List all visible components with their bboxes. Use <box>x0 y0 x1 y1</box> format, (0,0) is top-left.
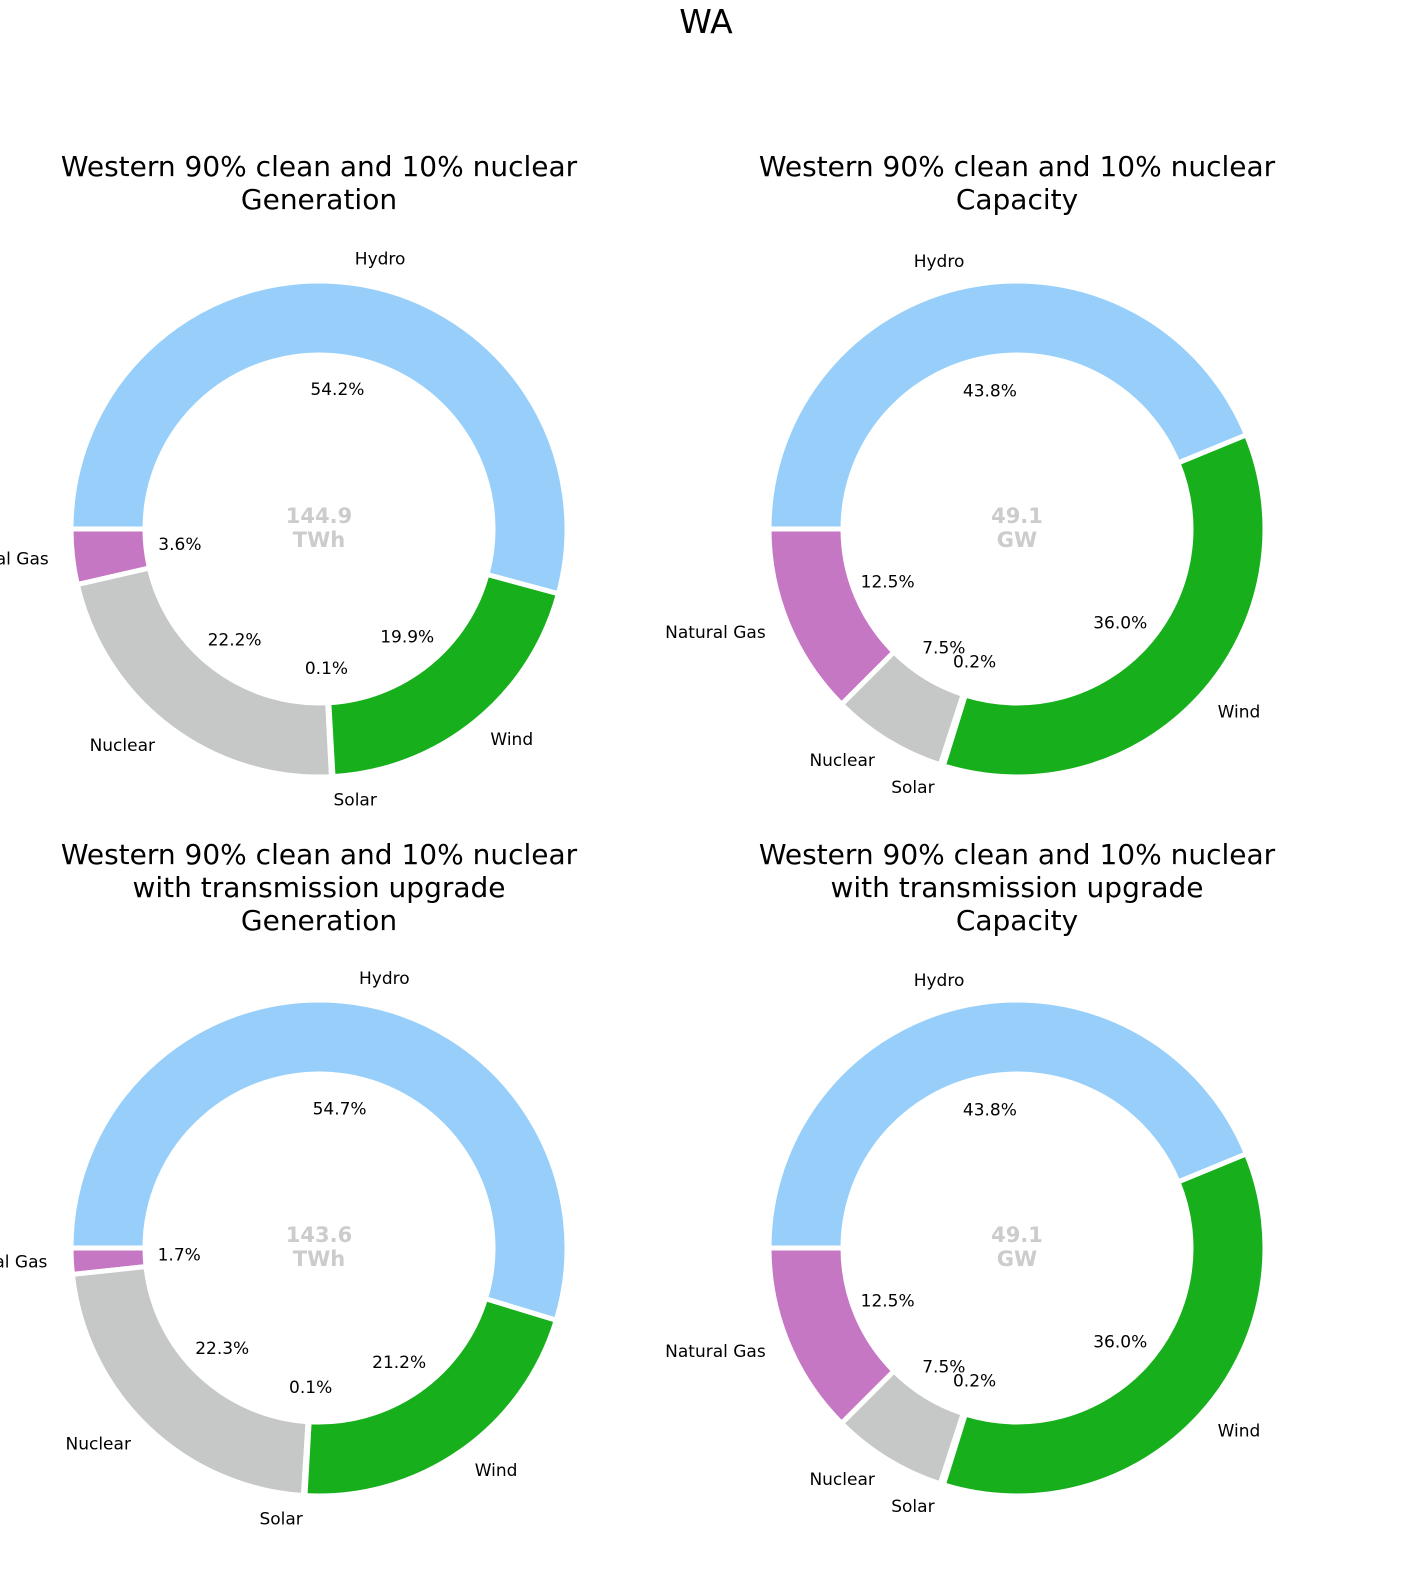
slice-label-solar: Solar <box>891 1497 934 1517</box>
chart-title-line: Western 90% clean and 10% nuclear <box>759 838 1276 871</box>
chart-title-line: Western 90% clean and 10% nuclear <box>759 150 1276 183</box>
slice-label-hydro: Hydro <box>359 969 410 989</box>
charts: Western 90% clean and 10% nuclearGenerat… <box>0 150 1276 1530</box>
slice-label-natural-gas: Natural Gas <box>665 1342 766 1362</box>
slice-label-wind: Wind <box>475 1461 518 1481</box>
slice-label-nuclear: Nuclear <box>90 736 155 756</box>
slice-pct-wind: 36.0% <box>1093 614 1147 634</box>
slice-pct-nuclear: 7.5% <box>922 638 965 658</box>
slice-label-natural-gas: Natural Gas <box>0 1253 48 1273</box>
slice-label-natural-gas: Natural Gas <box>665 623 766 643</box>
slice-pct-solar: 0.1% <box>305 659 348 679</box>
slice-pct-hydro: 43.8% <box>963 1101 1017 1121</box>
slice-label-hydro: Hydro <box>914 252 965 272</box>
slice-label-hydro: Hydro <box>914 971 965 991</box>
center-total-unit: GW <box>997 528 1037 552</box>
chart-title-line: with transmission upgrade <box>830 871 1203 904</box>
slice-label-wind: Wind <box>1218 703 1261 723</box>
center-total-unit: TWh <box>293 1247 345 1271</box>
chart-title-line: Generation <box>241 904 397 937</box>
slice-pct-nuclear: 22.2% <box>208 631 262 651</box>
slice-label-nuclear: Nuclear <box>809 751 874 771</box>
slice-hydro <box>766 278 1250 532</box>
slice-label-solar: Solar <box>891 778 934 798</box>
slice-hydro <box>68 997 570 1324</box>
slice-label-natural-gas: Natural Gas <box>0 550 49 570</box>
slice-pct-solar: 0.1% <box>289 1378 332 1398</box>
center-total-value: 144.9 <box>286 504 352 528</box>
chart-title-line: Western 90% clean and 10% nuclear <box>61 838 578 871</box>
slice-pct-hydro: 54.7% <box>313 1100 367 1120</box>
slice-pct-natural-gas: 1.7% <box>158 1245 201 1265</box>
slice-pct-wind: 36.0% <box>1093 1333 1147 1353</box>
slice-label-nuclear: Nuclear <box>66 1435 131 1455</box>
slice-pct-nuclear: 7.5% <box>922 1357 965 1377</box>
center-total-value: 143.6 <box>286 1223 352 1247</box>
chart-title-line: Capacity <box>956 904 1078 937</box>
slice-nuclear <box>69 1263 311 1499</box>
slice-pct-wind: 21.2% <box>372 1353 426 1373</box>
slice-pct-natural-gas: 3.6% <box>158 535 201 555</box>
slice-label-hydro: Hydro <box>355 249 406 269</box>
center-total-value: 49.1 <box>991 504 1043 528</box>
slice-pct-solar: 0.2% <box>953 652 996 672</box>
slice-pct-hydro: 43.8% <box>963 382 1017 402</box>
slice-pct-hydro: 54.2% <box>310 380 364 400</box>
slice-pct-solar: 0.2% <box>953 1371 996 1391</box>
slice-hydro <box>766 997 1250 1251</box>
donut-chart-1: Western 90% clean and 10% nuclearGenerat… <box>0 150 578 811</box>
slice-pct-natural-gas: 12.5% <box>861 573 915 593</box>
center-total-unit: TWh <box>293 528 345 552</box>
slice-label-nuclear: Nuclear <box>809 1470 874 1490</box>
slice-wind <box>940 1150 1268 1499</box>
slice-label-solar: Solar <box>259 1510 302 1530</box>
chart-title-line: Capacity <box>956 183 1078 216</box>
center-total-value: 49.1 <box>991 1223 1043 1247</box>
chart-title-line: Generation <box>241 183 397 216</box>
center-total-unit: GW <box>997 1247 1037 1271</box>
chart-title-line: with transmission upgrade <box>132 871 505 904</box>
donut-chart-2: Western 90% clean and 10% nuclearCapacit… <box>665 150 1276 798</box>
slice-label-wind: Wind <box>490 730 533 750</box>
slice-label-solar: Solar <box>334 791 377 811</box>
chart-title-line: Western 90% clean and 10% nuclear <box>61 150 578 183</box>
slice-pct-natural-gas: 12.5% <box>861 1292 915 1312</box>
slice-pct-wind: 19.9% <box>380 628 434 648</box>
figure-title: WA <box>679 2 733 41</box>
slice-wind <box>940 431 1268 780</box>
slice-wind <box>302 1295 560 1499</box>
slice-pct-nuclear: 22.3% <box>195 1339 249 1359</box>
slice-hydro <box>68 278 570 597</box>
slice-label-wind: Wind <box>1218 1422 1261 1442</box>
